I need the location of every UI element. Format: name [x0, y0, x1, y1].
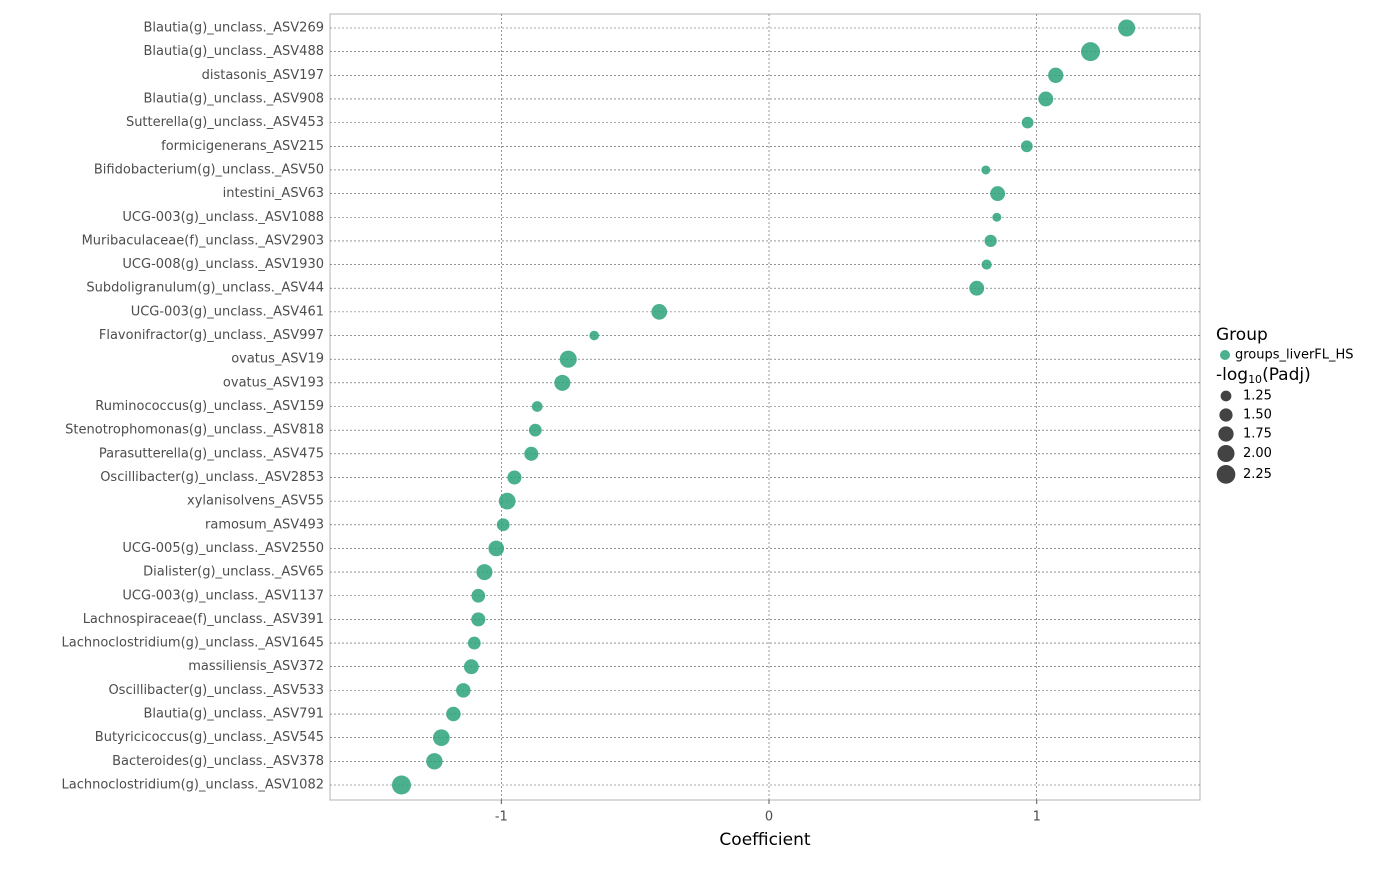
y-tick-label: Lachnoclostridium(g)_unclass._ASV1645 [62, 636, 325, 651]
dot [471, 588, 486, 603]
dot [1048, 67, 1064, 83]
y-tick-label: Blautia(g)_unclass._ASV488 [143, 44, 324, 59]
size-legend-key [1218, 426, 1234, 442]
size-legend-label: 2.25 [1243, 467, 1272, 482]
x-tick-label: 1 [1033, 810, 1041, 825]
y-tick-label: UCG-003(g)_unclass._ASV1088 [122, 210, 324, 225]
y-tick-label: Sutterella(g)_unclass._ASV453 [126, 115, 324, 130]
y-tick-label: Parasutterella(g)_unclass._ASV475 [99, 446, 324, 461]
dot [498, 492, 516, 510]
dot [1118, 19, 1136, 37]
dot [391, 775, 411, 795]
dot [969, 280, 985, 296]
y-tick-label: Flavonifractor(g)_unclass._ASV997 [99, 328, 324, 343]
x-tick-label: 0 [765, 810, 773, 825]
dot [990, 186, 1006, 202]
legend-title: Group [1216, 325, 1268, 345]
size-legend-label: 1.25 [1243, 389, 1272, 404]
y-tick-label: Lachnospiraceae(f)_unclass._ASV391 [83, 612, 324, 627]
size-legend-key [1219, 408, 1233, 422]
y-tick-label: formicigenerans_ASV215 [161, 139, 324, 154]
y-tick-label: Muribaculaceae(f)_unclass._ASV2903 [82, 233, 324, 248]
y-tick-label: Butyricicoccus(g)_unclass._ASV545 [95, 730, 324, 745]
y-tick-label: distasonis_ASV197 [202, 68, 324, 83]
y-tick-label: UCG-008(g)_unclass._ASV1930 [122, 257, 324, 272]
size-title-subscript: 10 [1248, 373, 1262, 386]
dot [467, 636, 481, 650]
y-tick-label: Subdoligranulum(g)_unclass._ASV44 [86, 281, 324, 296]
y-tick-label: Bacteroides(g)_unclass._ASV378 [112, 754, 324, 769]
y-tick-label: Dialister(g)_unclass._ASV65 [143, 565, 324, 580]
y-tick-label: Stenotrophomonas(g)_unclass._ASV818 [65, 423, 324, 438]
y-tick-label: massiliensis_ASV372 [188, 659, 324, 674]
y-tick-label: xylanisolvens_ASV55 [187, 494, 324, 509]
dot [981, 165, 991, 175]
dot [559, 350, 577, 368]
y-tick-label: intestini_ASV63 [223, 186, 324, 201]
dot [589, 330, 600, 341]
y-tick-label: UCG-003(g)_unclass._ASV461 [131, 304, 324, 319]
y-tick-label: Lachnoclostridium(g)_unclass._ASV1082 [62, 778, 325, 793]
dot [496, 518, 510, 532]
dot [528, 423, 542, 437]
dot [456, 683, 471, 698]
x-tick-label: -1 [495, 810, 508, 825]
y-tick-label: UCG-005(g)_unclass._ASV2550 [122, 541, 324, 556]
dot [554, 374, 571, 391]
dot [984, 234, 997, 248]
dot [476, 564, 493, 581]
dot [463, 659, 479, 675]
size-legend-key [1216, 465, 1236, 484]
dot [1038, 91, 1054, 107]
y-tick-label: Blautia(g)_unclass._ASV269 [143, 21, 324, 36]
panel-border [329, 13, 1201, 801]
y-tick-label: UCG-003(g)_unclass._ASV1137 [122, 588, 324, 603]
dot [992, 212, 1002, 222]
size-legend-key [1220, 390, 1232, 402]
legend-swatch [1220, 350, 1230, 360]
dot [1020, 140, 1033, 153]
size-title-prefix: -log [1216, 365, 1248, 385]
y-tick-label: Oscillibacter(g)_unclass._ASV533 [108, 683, 324, 698]
y-tick-label: Blautia(g)_unclass._ASV908 [143, 91, 324, 106]
dot [1021, 116, 1034, 129]
dot [531, 401, 543, 412]
legend-label: groups_liverFL_HS [1235, 348, 1354, 363]
y-tick-label: Blautia(g)_unclass._ASV791 [143, 707, 324, 722]
x-axis-title: Coefficient [719, 830, 810, 850]
dot [426, 753, 443, 770]
dot [446, 706, 461, 722]
size-legend-title: -log10(Padj) [1216, 365, 1311, 386]
y-tick-label: ovatus_ASV19 [231, 352, 324, 367]
y-tick-label: ovatus_ASV193 [223, 375, 324, 390]
dot [433, 729, 450, 747]
y-tick-label: Bifidobacterium(g)_unclass._ASV50 [94, 162, 324, 177]
dot [1081, 42, 1101, 62]
y-tick-label: Ruminococcus(g)_unclass._ASV159 [95, 399, 324, 414]
dot [488, 540, 505, 557]
y-tick-label: Oscillibacter(g)_unclass._ASV2853 [100, 470, 324, 485]
size-title-suffix: (Padj) [1262, 365, 1311, 385]
y-tick-label: ramosum_ASV493 [205, 517, 324, 532]
size-legend-label: 1.75 [1243, 427, 1272, 442]
dot [651, 304, 668, 320]
dot [981, 259, 992, 270]
dot [507, 470, 522, 485]
dot [524, 446, 539, 461]
size-legend-label: 2.00 [1243, 446, 1272, 461]
dot [471, 612, 486, 627]
size-legend-key [1217, 445, 1235, 463]
size-legend-label: 1.50 [1243, 408, 1272, 423]
